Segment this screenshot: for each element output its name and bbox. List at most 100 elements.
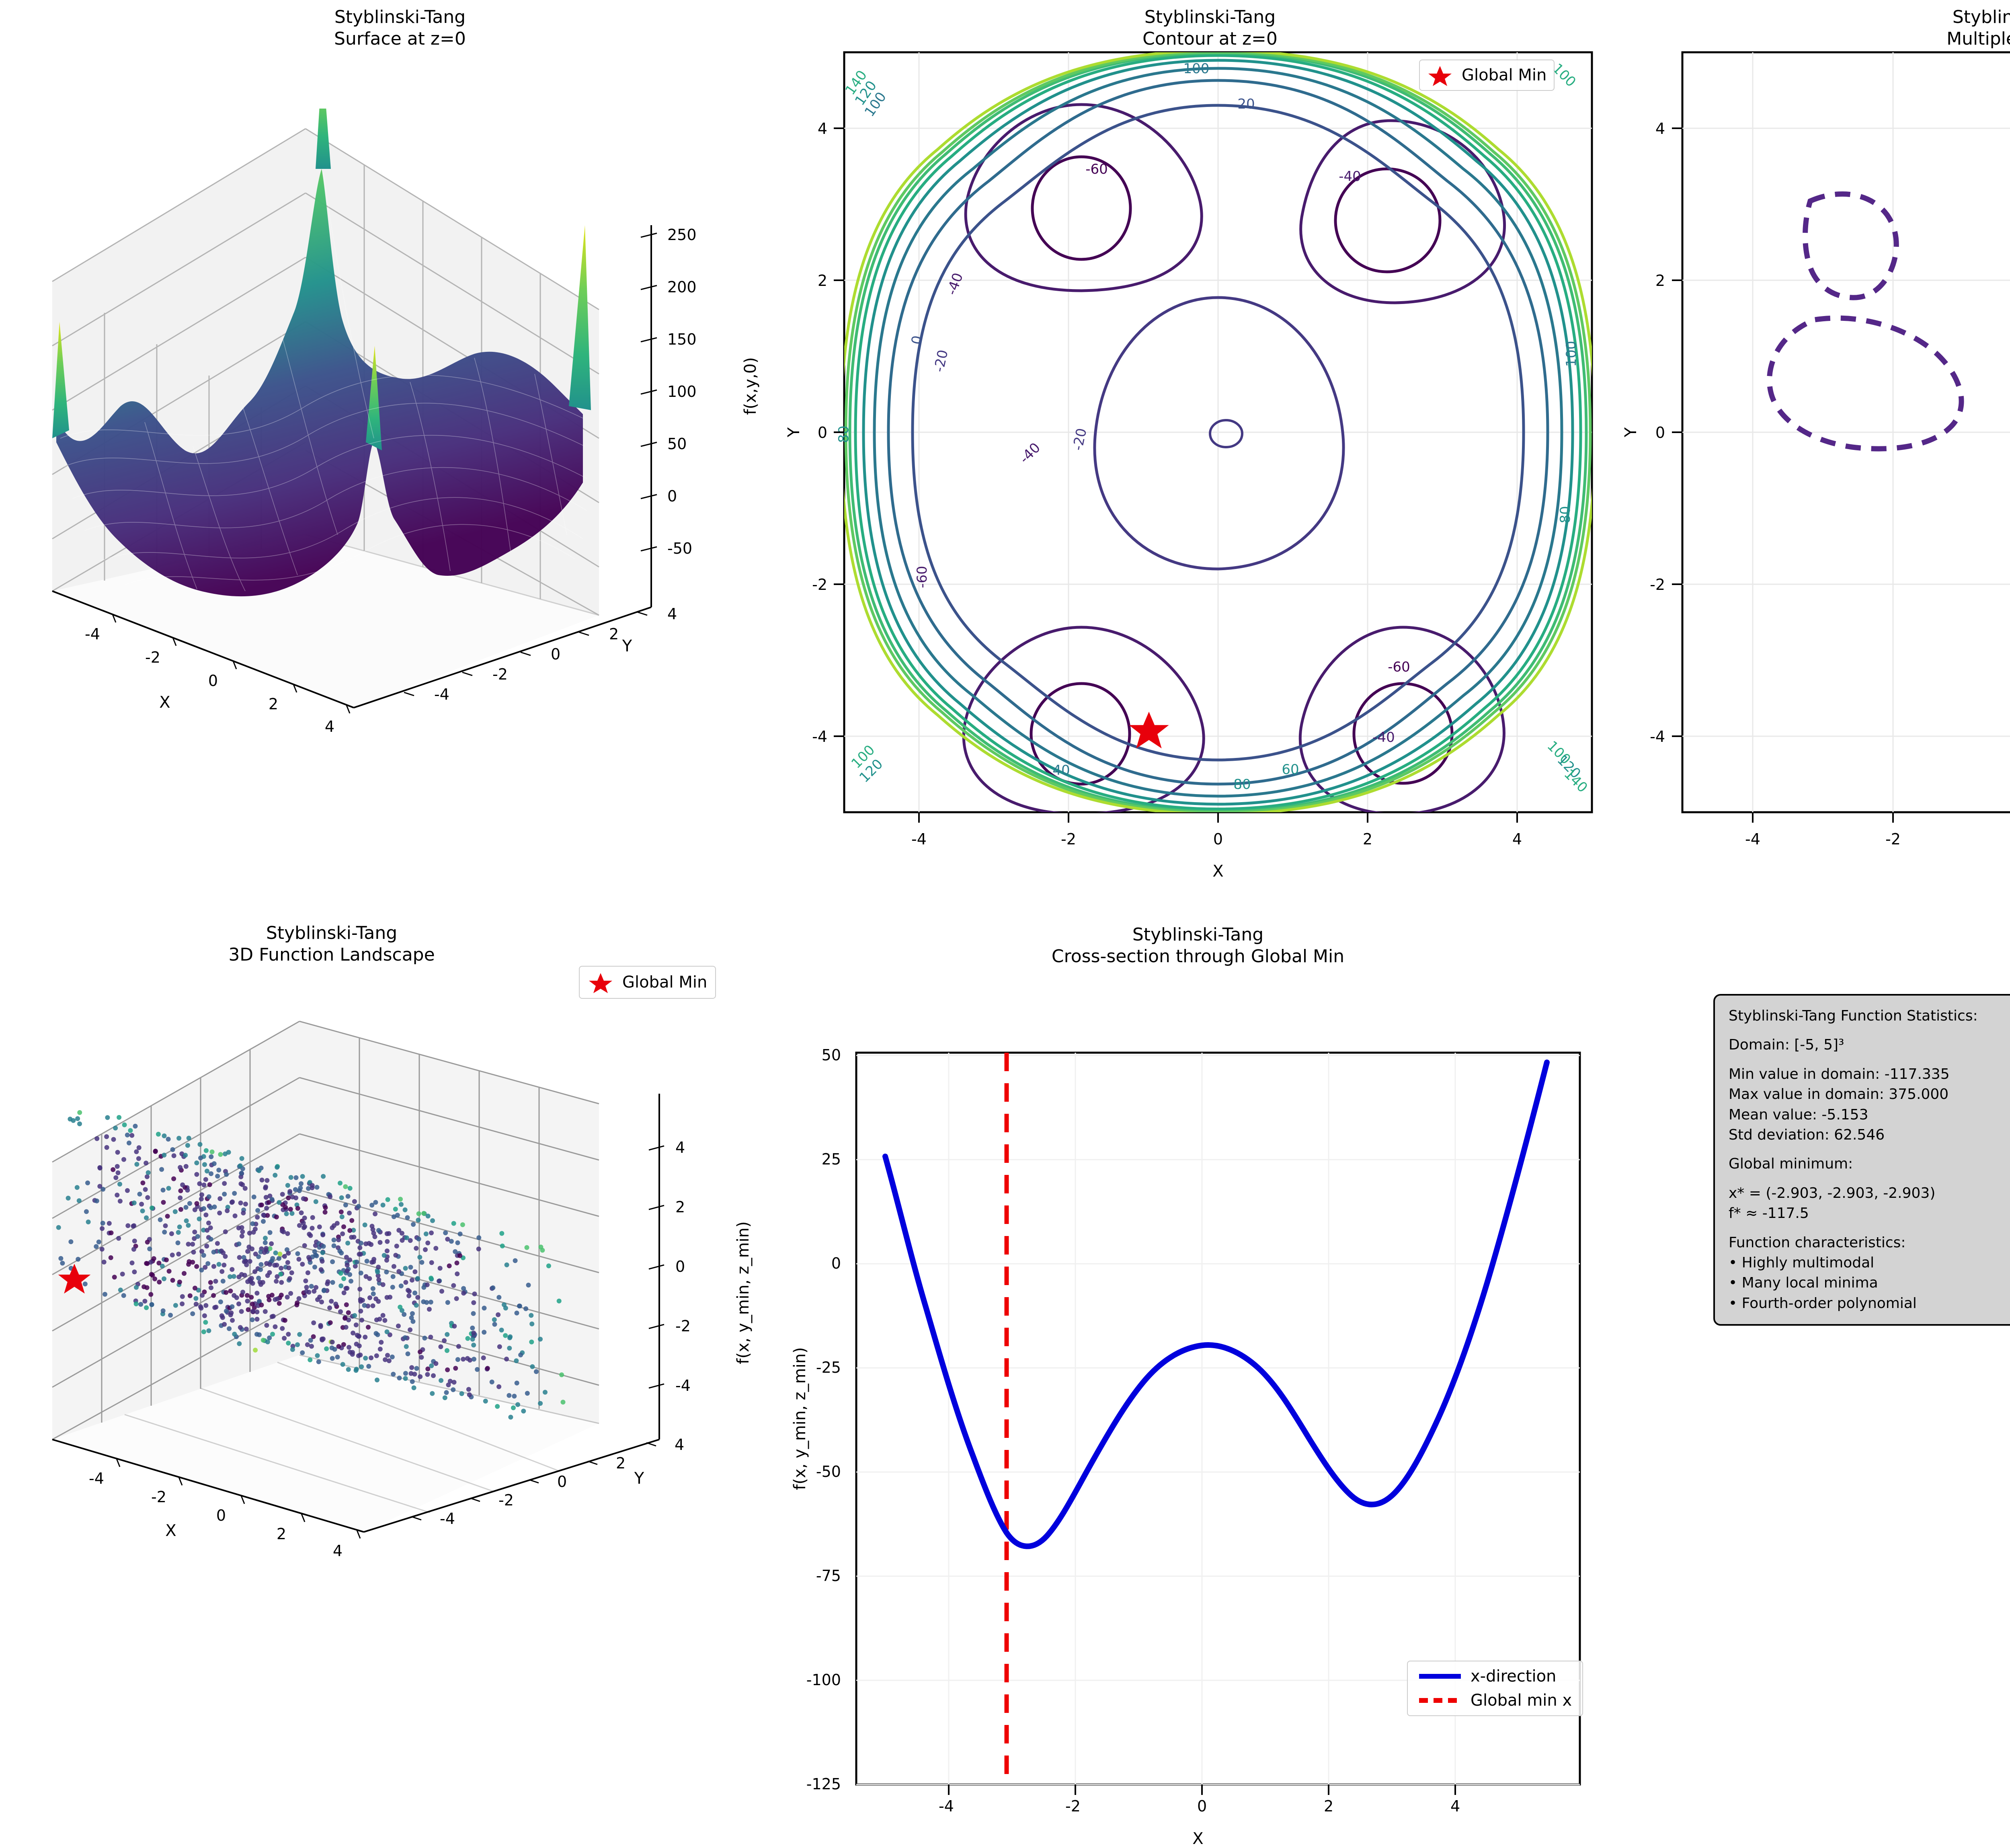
scatter-point xyxy=(187,1293,193,1298)
scatter-point xyxy=(415,1276,420,1281)
scatter-point xyxy=(265,1178,270,1183)
scatter-point xyxy=(279,1228,285,1234)
scatter-point xyxy=(338,1309,343,1314)
scatter-point xyxy=(187,1201,192,1206)
scatter-point xyxy=(366,1324,371,1330)
scatter-point xyxy=(373,1200,378,1205)
scatter-point xyxy=(358,1308,363,1314)
scatter-point xyxy=(338,1181,343,1186)
cross-section-x-tick-2: 0 xyxy=(1197,1797,1207,1815)
scatter-point xyxy=(162,1276,166,1281)
scatter-point xyxy=(370,1286,375,1291)
landscape-y-tick-1: 2 xyxy=(616,1454,626,1472)
cross-section-legend-row-x-direction[interactable]: x-direction xyxy=(1418,1667,1572,1686)
scatter-point xyxy=(180,1294,185,1299)
landscape-z-tick-2: 0 xyxy=(675,1258,685,1275)
scatter-point xyxy=(325,1279,330,1284)
scatter-point xyxy=(238,1181,244,1187)
scatter-point xyxy=(376,1265,381,1270)
landscape-y-tick-2: 0 xyxy=(557,1473,567,1491)
scatter-point xyxy=(308,1338,313,1343)
stats-spacer-1 xyxy=(1729,1026,2010,1035)
cross-section-y-tick-1: 25 xyxy=(821,1150,841,1168)
scatter-point xyxy=(495,1404,500,1409)
landscape-x-tick-3: 2 xyxy=(277,1525,286,1543)
cross-section-legend[interactable]: x-direction Global min x xyxy=(1407,1661,1583,1716)
scatter-point xyxy=(358,1271,363,1275)
surface-z-tick-6: -50 xyxy=(667,540,692,557)
scatter-point xyxy=(524,1245,529,1250)
landscape-legend[interactable]: Global Min xyxy=(579,966,716,999)
scatter-point xyxy=(471,1331,476,1336)
scatter-point xyxy=(451,1380,457,1385)
scatter-point xyxy=(366,1364,371,1369)
scatter-point xyxy=(416,1218,421,1223)
stats-characteristic-3: • Fourth-order polynomial xyxy=(1729,1295,1917,1312)
scatter-point xyxy=(203,1212,209,1218)
scatter-point xyxy=(228,1312,233,1318)
contour-legend-row-global-min[interactable]: Global Min xyxy=(1427,64,1546,87)
scatter-point xyxy=(446,1382,451,1388)
scatter-point xyxy=(170,1147,175,1152)
contour-label-neg40-a: -40 xyxy=(1339,168,1361,185)
scatter-point xyxy=(347,1210,352,1216)
scatter-point xyxy=(239,1309,244,1314)
scatter-point xyxy=(153,1149,158,1154)
scatter-point xyxy=(144,1285,150,1290)
scatter-point xyxy=(204,1244,209,1249)
scatter-point xyxy=(194,1201,199,1206)
scatter-point xyxy=(371,1291,376,1296)
scatter-point xyxy=(349,1235,354,1240)
scatter-point xyxy=(227,1326,232,1331)
scatter-point xyxy=(208,1205,213,1210)
scatter-point xyxy=(242,1186,248,1191)
scatter-point xyxy=(129,1133,135,1138)
scatter-point xyxy=(238,1200,243,1205)
scatter-point xyxy=(471,1343,476,1348)
scatter-point xyxy=(369,1242,374,1247)
scatter-point xyxy=(282,1318,287,1323)
contour-legend[interactable]: Global Min xyxy=(1419,60,1555,91)
scatter-point xyxy=(128,1128,133,1133)
scatter-point xyxy=(282,1336,287,1341)
scatter-point xyxy=(264,1205,269,1211)
scatter-point xyxy=(356,1353,361,1358)
scatter-point xyxy=(182,1271,187,1276)
landscape-legend-row-global-min[interactable]: Global Min xyxy=(588,971,707,994)
cross-section-legend-row-global-min-x[interactable]: Global min x xyxy=(1418,1691,1572,1710)
scatter-point xyxy=(404,1235,409,1240)
scatter-point xyxy=(504,1262,509,1267)
scatter-point xyxy=(302,1243,307,1248)
scatter-point xyxy=(305,1342,310,1347)
scatter-point xyxy=(173,1303,178,1308)
scatter-point xyxy=(337,1248,343,1254)
surface-y-axis-label: Y xyxy=(622,637,632,655)
scatter-point xyxy=(386,1358,392,1363)
surface-z-tick-3: 100 xyxy=(667,383,697,400)
scatter-point xyxy=(411,1385,416,1390)
scatter-point xyxy=(381,1253,387,1258)
contour-label-100: 100 xyxy=(1183,61,1210,77)
scatter-point xyxy=(345,1263,350,1268)
scatter-point xyxy=(310,1215,315,1220)
scatter-point xyxy=(503,1306,508,1311)
cross-section-legend-label-global-min-x: Global min x xyxy=(1471,1691,1572,1710)
scatter-point xyxy=(373,1296,379,1302)
scatter-point xyxy=(100,1187,106,1192)
scatter-point xyxy=(272,1263,277,1268)
scatter-point xyxy=(199,1192,204,1197)
scatter-point xyxy=(203,1265,208,1270)
scatter-point xyxy=(215,1174,220,1179)
scatter-point xyxy=(347,1228,353,1233)
scatter-point xyxy=(301,1220,306,1226)
scatter-point xyxy=(359,1364,364,1370)
scatter-point xyxy=(232,1293,237,1298)
zslices-contours xyxy=(1767,191,1964,452)
scatter-point xyxy=(250,1281,255,1286)
zslices-x-tick-1: -2 xyxy=(1885,830,1901,848)
scatter-point xyxy=(385,1353,390,1358)
scatter-point xyxy=(346,1367,351,1372)
scatter-point xyxy=(269,1197,275,1202)
scatter-point xyxy=(476,1235,482,1240)
scatter-point xyxy=(453,1365,458,1371)
